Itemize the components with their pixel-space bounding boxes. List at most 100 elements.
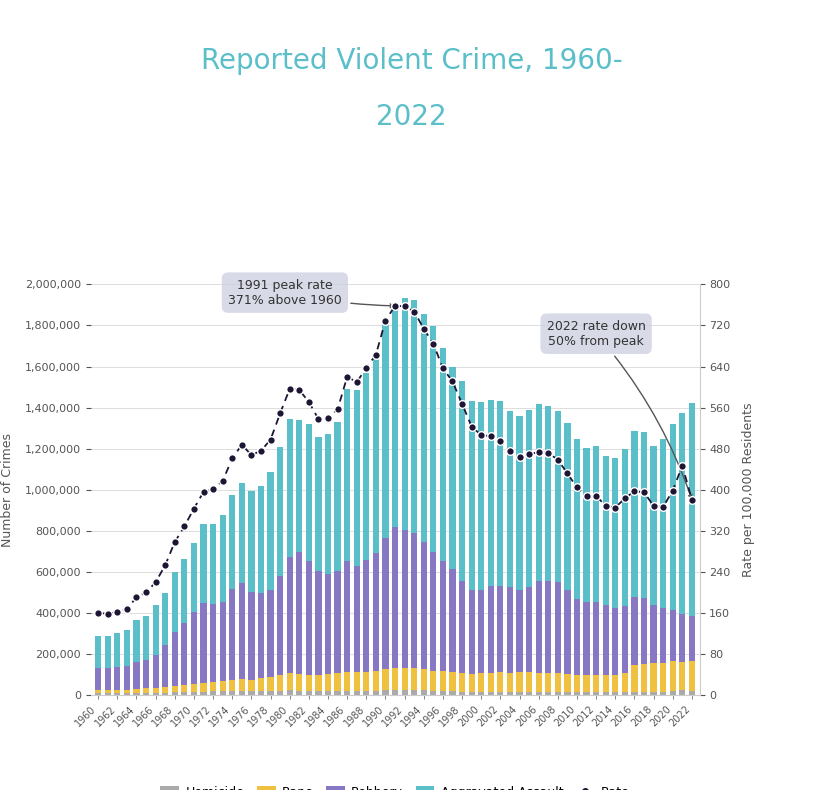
Bar	[191, 612, 197, 684]
Bar	[123, 690, 130, 694]
Bar	[258, 593, 264, 679]
Bar	[306, 423, 312, 561]
Bar	[689, 691, 695, 695]
Bar	[449, 570, 456, 672]
Bar	[641, 431, 647, 598]
Rate	[380, 316, 390, 325]
Bar	[536, 581, 542, 672]
Bar	[239, 679, 245, 691]
Bar	[650, 692, 657, 695]
Bar	[363, 672, 370, 691]
Bar	[574, 692, 580, 695]
Bar	[306, 561, 312, 675]
Bar	[286, 673, 293, 690]
Bar	[411, 690, 417, 695]
Bar	[373, 552, 379, 672]
Bar	[536, 404, 542, 581]
Bar	[459, 672, 465, 692]
Bar	[565, 590, 570, 674]
Bar	[95, 690, 101, 694]
Bar	[631, 431, 638, 596]
Bar	[373, 690, 379, 695]
Bar	[354, 672, 360, 691]
Bar	[210, 604, 216, 682]
Bar	[526, 672, 532, 692]
Bar	[439, 691, 446, 695]
Bar	[468, 674, 475, 692]
Bar	[602, 456, 609, 604]
Y-axis label: Number of Crimes: Number of Crimes	[1, 433, 13, 547]
Bar	[277, 675, 283, 690]
Bar	[574, 438, 580, 599]
Bar	[315, 675, 322, 691]
Bar	[584, 448, 589, 602]
Text: 1991 peak rate
371% above 1960: 1991 peak rate 371% above 1960	[228, 279, 392, 307]
Bar	[181, 559, 188, 623]
Bar	[143, 615, 149, 660]
Bar	[315, 437, 322, 571]
Bar	[555, 582, 561, 673]
Bar	[181, 623, 188, 685]
Bar	[516, 692, 523, 695]
Bar	[555, 411, 561, 582]
Bar	[670, 610, 676, 660]
Bar	[468, 401, 475, 589]
Bar	[689, 661, 695, 691]
Bar	[679, 412, 686, 614]
Bar	[421, 669, 427, 690]
Bar	[229, 589, 235, 679]
Bar	[162, 593, 169, 645]
Bar	[516, 590, 523, 672]
Bar	[488, 692, 494, 695]
Bar	[344, 672, 351, 691]
Bar	[354, 390, 360, 566]
Bar	[191, 544, 197, 612]
Bar	[660, 608, 667, 663]
Bar	[315, 571, 322, 675]
Bar	[373, 357, 379, 552]
Bar	[565, 692, 570, 695]
Bar	[468, 692, 475, 695]
Text: Reported Violent Crime, 1960-: Reported Violent Crime, 1960-	[201, 47, 622, 75]
Bar	[277, 577, 283, 675]
Bar	[296, 690, 302, 695]
Bar	[229, 679, 235, 691]
Bar	[306, 675, 312, 691]
Rate	[677, 461, 687, 470]
Bar	[430, 690, 436, 695]
Bar	[201, 524, 207, 604]
Bar	[449, 367, 456, 570]
Bar	[430, 325, 436, 551]
Bar	[105, 636, 111, 668]
Bar	[143, 688, 149, 693]
Bar	[526, 692, 532, 695]
Bar	[545, 405, 551, 581]
Bar	[402, 299, 407, 530]
Bar	[478, 589, 484, 674]
Bar	[162, 693, 169, 695]
Bar	[220, 681, 226, 691]
Bar	[239, 583, 245, 679]
Bar	[430, 671, 436, 690]
Bar	[421, 690, 427, 695]
Bar	[459, 381, 465, 581]
Bar	[526, 587, 532, 672]
Bar	[325, 691, 331, 695]
Bar	[555, 692, 561, 695]
Bar	[449, 672, 456, 691]
Bar	[383, 538, 388, 669]
Bar	[392, 668, 398, 690]
Bar	[612, 457, 618, 608]
Bar	[459, 692, 465, 695]
Bar	[334, 673, 341, 691]
Bar	[641, 692, 647, 695]
Bar	[95, 668, 101, 690]
Bar	[239, 691, 245, 695]
Bar	[133, 694, 140, 695]
Bar	[641, 598, 647, 664]
Bar	[249, 679, 254, 691]
Bar	[439, 562, 446, 672]
Bar	[133, 689, 140, 694]
Bar	[114, 634, 120, 667]
Bar	[344, 691, 351, 695]
